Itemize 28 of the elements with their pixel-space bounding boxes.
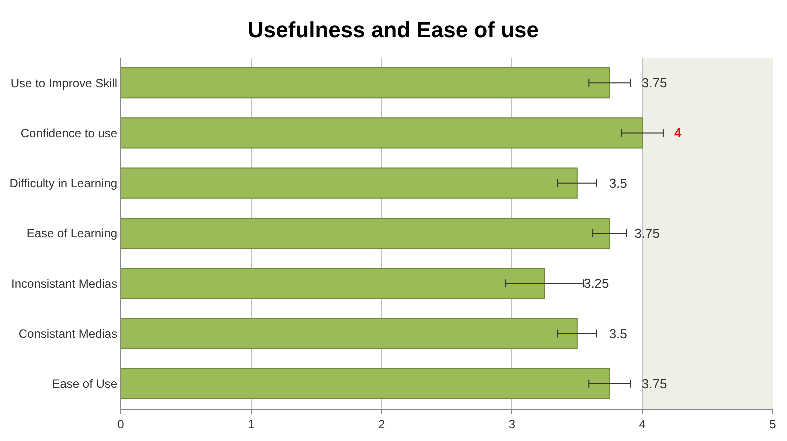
chart-title: Usefulness and Ease of use: [248, 17, 539, 42]
bar: [121, 118, 644, 149]
x-tick-label: 4: [639, 417, 646, 432]
x-tick-label: 3: [508, 417, 516, 432]
data-label: 3.25: [548, 276, 610, 292]
bar: [121, 318, 578, 350]
x-tick-label: 2: [378, 417, 386, 432]
data-label: 3.75: [613, 226, 660, 241]
x-tick-label: 5: [770, 417, 777, 432]
bar: [121, 368, 610, 400]
data-label: 4: [674, 126, 683, 141]
data-label: 3.75: [613, 376, 668, 392]
y-tick-label: Ease of Use: [52, 377, 118, 392]
y-tick-label: Difficulty in Learning: [10, 176, 118, 191]
bar: [121, 68, 610, 99]
bar: [121, 168, 578, 199]
data-label: 3.5: [580, 326, 628, 342]
y-tick-label: Consistant Medias: [18, 326, 118, 341]
x-tick-label: 0: [118, 417, 125, 432]
y-tick-label: Ease of Learning: [26, 226, 118, 241]
y-tick-label: Use to Improve Skill: [10, 76, 118, 90]
bar: [121, 268, 546, 300]
x-tick-label: 1: [248, 417, 256, 432]
y-tick-label: Confidence to use: [20, 126, 118, 140]
data-label: 3.5: [580, 176, 628, 191]
data-label: 3.75: [613, 76, 668, 91]
bar: [121, 218, 610, 250]
y-tick-label: Inconsistant Medias: [12, 276, 118, 291]
